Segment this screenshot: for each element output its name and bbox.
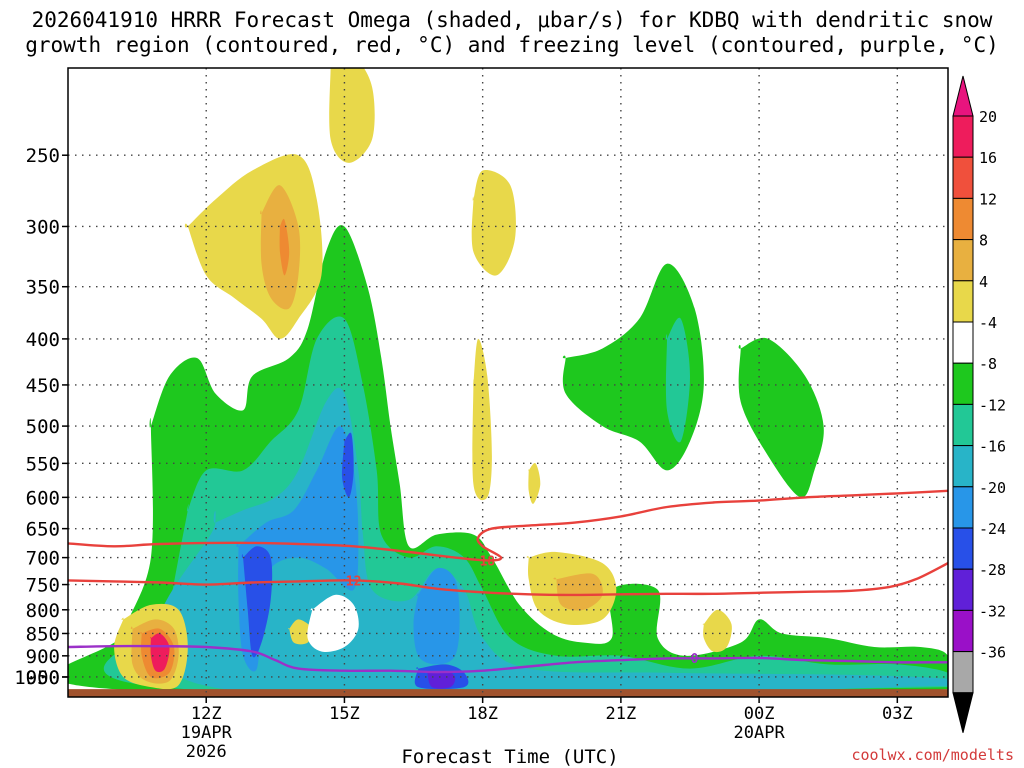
contour--18C — [68, 489, 948, 562]
contour-0C-freezing-level — [68, 644, 948, 674]
x-axis-label: Forecast Time (UTC) — [401, 746, 619, 768]
x-tick-label-21Z: 21Z — [606, 704, 637, 724]
y-tick-label-600: 600 — [26, 487, 60, 509]
contour--12C — [68, 562, 948, 597]
y-tick-label-950: 950 — [26, 667, 60, 689]
colorbar-swatch--4 — [952, 321, 974, 364]
colorbar-label-16: 16 — [979, 149, 997, 167]
colorbar-label--28: -28 — [979, 561, 1006, 579]
y-tick-label-800: 800 — [26, 600, 60, 622]
omega-region-ground — [68, 689, 948, 697]
y-tick-label-1000: 1000 — [14, 667, 60, 689]
y-tick-label-750: 750 — [26, 575, 60, 597]
omega-region-ascent-right — [738, 337, 824, 498]
x-tick-year-2026: 2026 — [186, 742, 227, 762]
x-tick-label-03Z: 03Z — [882, 704, 913, 724]
colorbar-swatch-8 — [952, 239, 974, 282]
colorbar-swatch--28 — [952, 568, 974, 611]
omega-shading — [68, 68, 948, 697]
y-tick-label-450: 450 — [26, 375, 60, 397]
x-tick-date-19APR: 19APR — [181, 723, 233, 743]
omega-region-descent-18z — [471, 169, 516, 276]
colorbar-label-8: 8 — [979, 232, 988, 250]
y-tick-label-550: 550 — [26, 453, 60, 475]
chart-title-line1: 2026041910 HRRR Forecast Omega (shaded, … — [31, 8, 993, 32]
colorbar-label--32: -32 — [979, 602, 1006, 620]
colorbar-label--16: -16 — [979, 438, 1006, 456]
y-tick-label-650: 650 — [26, 519, 60, 541]
contour-label-12: 12 — [346, 574, 362, 589]
y-tick-label-850: 850 — [26, 623, 60, 645]
colorbar-swatch--20 — [952, 486, 974, 529]
omega-region-ascent-blue — [236, 426, 359, 672]
x-tick-date-20APR: 20APR — [734, 723, 786, 743]
y-tick-label-700: 700 — [26, 548, 60, 570]
colorbar-label-4: 4 — [979, 273, 988, 291]
y-tick-label-250: 250 — [26, 145, 60, 167]
colorbar-swatch-16 — [952, 156, 974, 199]
colorbar-swatch--24 — [952, 527, 974, 570]
colorbar-label--4: -4 — [979, 314, 997, 332]
omega-region-descent-upper-1 — [184, 154, 323, 339]
omega-region-descent-20z-b — [553, 573, 603, 611]
x-tick-label-12Z: 12Z — [191, 704, 222, 724]
colorbar-swatch-12 — [952, 197, 974, 241]
colorbar-label--12: -12 — [979, 396, 1006, 414]
omega-region-ascent-deep — [241, 546, 273, 658]
omega-region-descent-mid-small — [528, 462, 541, 504]
colorbar-swatch-4 — [952, 280, 974, 323]
omega-region-ascent-purple-low — [425, 670, 456, 689]
colorbar-swatch--36 — [952, 651, 974, 694]
colorbar-label--8: -8 — [979, 355, 997, 373]
y-tick-label-400: 400 — [26, 329, 60, 351]
colorbar-label--24: -24 — [979, 520, 1006, 538]
plot-frame — [67, 67, 949, 698]
contours: 18 12 0 — [68, 489, 948, 674]
y-tick-label-900: 900 — [26, 646, 60, 668]
omega-region-descent-top — [329, 68, 375, 163]
colorbar-swatch--12 — [952, 403, 974, 447]
colorbar: 20 16 12 8 4 -4 -8 -12 -16 -20 -24 -28 -32 -36 — [952, 75, 1006, 733]
y-tick-label-300: 300 — [26, 216, 60, 238]
omega-region-ascent-upper-teal — [665, 317, 690, 443]
colorbar-swatch--16 — [952, 445, 974, 488]
x-tick-label-15Z: 15Z — [329, 704, 360, 724]
colorbar-swatch--8 — [952, 362, 974, 405]
x-tick-label-18Z: 18Z — [467, 704, 498, 724]
y-tick-label-350: 350 — [26, 277, 60, 299]
colorbar-label-20: 20 — [979, 108, 997, 126]
colorbar-swatch--32 — [952, 609, 974, 653]
omega-region-descent-left-low-d — [150, 633, 170, 673]
omega-region-descent-23z — [702, 609, 732, 653]
omega-region-ascent-blue-low — [413, 567, 460, 665]
colorbar-label--20: -20 — [979, 479, 1006, 497]
colorbar-label--36: -36 — [979, 644, 1006, 662]
y-tick-label-500: 500 — [26, 416, 60, 438]
contour-label-0: 0 — [691, 652, 699, 667]
y-axis: 2503003504004505005506006507007508008509… — [14, 145, 68, 689]
x-tick-label-00Z: 00Z — [744, 704, 775, 724]
contour-label-18: 18 — [479, 554, 495, 569]
watermark[interactable]: coolwx.com/modelts — [851, 746, 1014, 764]
colorbar-top-arrow — [952, 75, 974, 117]
colorbar-bottom-arrow — [952, 692, 974, 733]
omega-region-descent-upper-1c — [279, 218, 290, 276]
omega-region-descent-small-14z — [288, 619, 313, 645]
chart-title-line2: growth region (contoured, red, °C) and f… — [25, 33, 999, 57]
colorbar-label-12: 12 — [979, 190, 997, 208]
colorbar-swatch-20 — [952, 115, 974, 158]
